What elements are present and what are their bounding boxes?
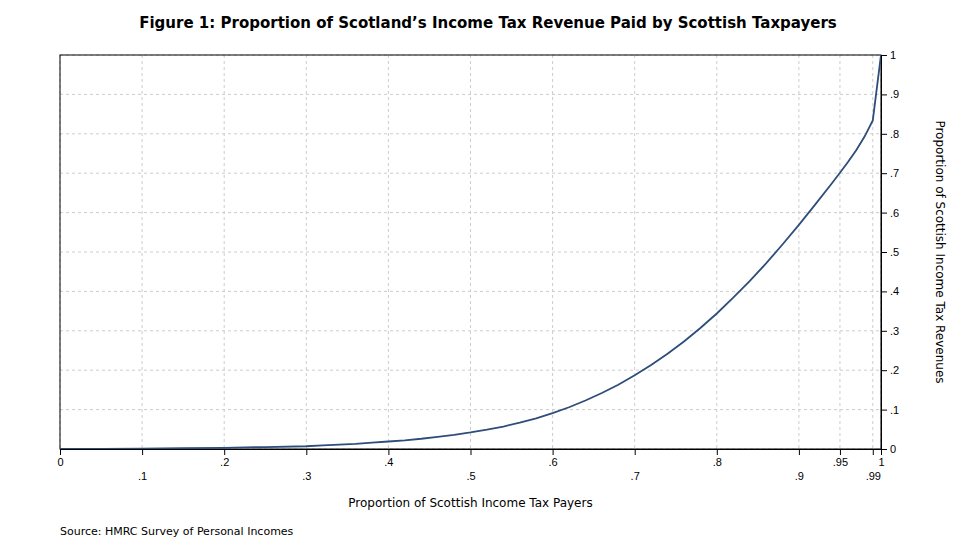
grid-line [388, 55, 389, 449]
x-axis-title: Proportion of Scottish Income Tax Payers [348, 496, 592, 510]
tick-label: .3 [890, 325, 899, 337]
tick-mark [881, 252, 887, 253]
grid-line [60, 370, 881, 371]
marks [60, 55, 881, 449]
tick-label: .5 [466, 470, 475, 482]
tick: .9 [795, 449, 804, 482]
tick: .2 [220, 449, 229, 468]
tick: .8 [713, 449, 722, 468]
axis-line [61, 450, 882, 456]
grid-line [634, 55, 635, 449]
tick: .7 [631, 449, 640, 482]
tick-label: .9 [795, 470, 804, 482]
chart: 0.1.2.3.4.5.6.7.8.9.95.9910.1.2.3.4.5.6.… [0, 0, 976, 549]
tick: .2 [881, 364, 899, 376]
tick: 1 [881, 49, 896, 61]
tick-mark [840, 449, 841, 455]
tick-mark [881, 449, 887, 450]
tick-label: .95 [833, 456, 848, 468]
tick-label: .7 [890, 167, 899, 179]
tick-mark [881, 94, 887, 95]
tick: .1 [138, 449, 147, 482]
tick: 1 [878, 449, 884, 468]
tick: 0 [57, 449, 63, 468]
tick-mark [881, 134, 887, 135]
tick-mark [881, 213, 887, 214]
x-axis: 0 .1 .2 .3 .4 .5 .6 .7 .8 .9 .95 .99 1 [57, 449, 884, 482]
tick: .6 [881, 207, 899, 219]
tick: .1 [881, 404, 899, 416]
source-note: Source: HMRC Survey of Personal Incomes [60, 525, 294, 538]
tick-mark [60, 449, 61, 455]
grid-line [60, 252, 881, 253]
tick-label: .4 [890, 285, 899, 297]
tick-mark [873, 449, 874, 455]
tick-label: .2 [890, 364, 899, 376]
y-axis: 0 .1 .2 .3 .4 .5 .6 .7 .8 .9 1 [881, 49, 899, 455]
plot-frame [60, 55, 881, 449]
tick: .4 [384, 449, 393, 468]
tick-mark [881, 173, 887, 174]
tick-mark [224, 449, 225, 455]
line [60, 55, 881, 449]
grid-line [142, 55, 143, 449]
tick-mark [799, 449, 800, 455]
grid-line [60, 133, 881, 134]
tick-mark [142, 449, 143, 455]
tick-label: .9 [890, 88, 899, 100]
grid-line [60, 94, 881, 95]
tick: .6 [549, 449, 558, 468]
tick-label: .1 [138, 470, 147, 482]
tick-mark [388, 449, 389, 455]
tick: .4 [881, 285, 899, 297]
tick-mark [881, 370, 887, 371]
grid-line [60, 330, 881, 331]
tick-label: .4 [384, 456, 393, 468]
axis-line [882, 56, 888, 450]
tick: .9 [881, 88, 899, 100]
grid-line [60, 212, 881, 213]
plot-area: 0.1.2.3.4.5.6.7.8.9.95.9910.1.2.3.4.5.6.… [57, 49, 899, 482]
tick-label: .99 [866, 470, 881, 482]
tick-label: .6 [549, 456, 558, 468]
tick: .3 [302, 449, 311, 482]
tick-mark [553, 449, 554, 455]
tick-mark [881, 410, 887, 411]
tick-mark [881, 291, 887, 292]
tick: 0 [881, 443, 896, 455]
tick-label: 1 [878, 456, 884, 468]
tick-label: .2 [220, 456, 229, 468]
grid-line [60, 291, 881, 292]
tick-mark [635, 449, 636, 455]
tick-label: 1 [890, 49, 896, 61]
tick: .7 [881, 167, 899, 179]
tick-mark [881, 55, 887, 56]
y-axis-title: Proportion of Scottish Income Tax Revenu… [933, 120, 947, 383]
tick-label: .3 [302, 470, 311, 482]
tick-label: .5 [890, 246, 899, 258]
tick: .5 [881, 246, 899, 258]
tick-mark [881, 331, 887, 332]
tick: .5 [466, 449, 475, 482]
grid-line [60, 409, 881, 410]
tick-label: 0 [890, 443, 896, 455]
tick: .8 [881, 128, 899, 140]
grid-line [60, 173, 881, 174]
tick-label: .7 [631, 470, 640, 482]
tick-label: .1 [890, 404, 899, 416]
tick-mark [471, 449, 472, 455]
tick-label: .8 [713, 456, 722, 468]
tick-mark [306, 449, 307, 455]
grid [60, 55, 881, 449]
tick: .95 [833, 449, 848, 468]
tick-label: 0 [57, 456, 63, 468]
tick-mark [717, 449, 718, 455]
tick-label: .8 [890, 128, 899, 140]
tick: .3 [881, 325, 899, 337]
tick-label: .6 [890, 207, 899, 219]
title: Figure 1: Proportion of Scotland’s Incom… [139, 14, 837, 32]
